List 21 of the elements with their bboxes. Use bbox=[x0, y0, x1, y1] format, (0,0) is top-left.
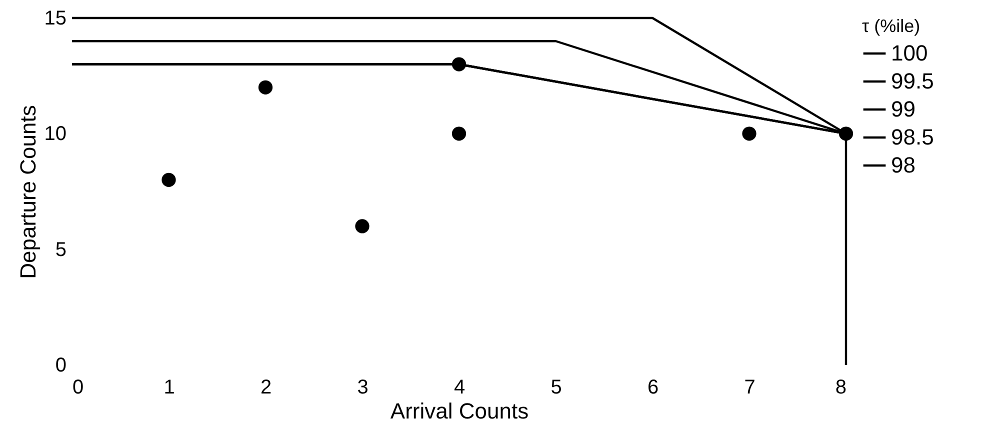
y-tick-label: 15 bbox=[44, 8, 66, 30]
x-tick-label: 8 bbox=[835, 376, 846, 398]
x-tick-label: 3 bbox=[357, 376, 368, 398]
legend-title: τ (%ile) bbox=[862, 16, 920, 36]
x-tick-label: 1 bbox=[164, 376, 175, 398]
legend-label: 98.5 bbox=[891, 124, 934, 150]
legend-label: 99 bbox=[891, 96, 916, 122]
x-tick-label: 2 bbox=[260, 376, 272, 398]
legend-label: 99.5 bbox=[891, 68, 934, 94]
x-axis-title: Arrival Counts bbox=[390, 398, 529, 424]
y-axis-title: Departure Counts bbox=[15, 105, 40, 279]
y-tick-label: 0 bbox=[55, 354, 66, 376]
y-tick-label: 10 bbox=[44, 123, 66, 146]
x-tick-label: 6 bbox=[647, 376, 659, 398]
x-tick-label: 0 bbox=[72, 376, 84, 398]
x-tick-label: 4 bbox=[454, 376, 466, 398]
x-tick-label: 5 bbox=[550, 376, 562, 398]
y-tick-label: 5 bbox=[55, 238, 66, 261]
legend-label: 98 bbox=[891, 152, 916, 178]
x-tick-label: 7 bbox=[744, 376, 756, 398]
legend-label: 100 bbox=[891, 40, 928, 66]
